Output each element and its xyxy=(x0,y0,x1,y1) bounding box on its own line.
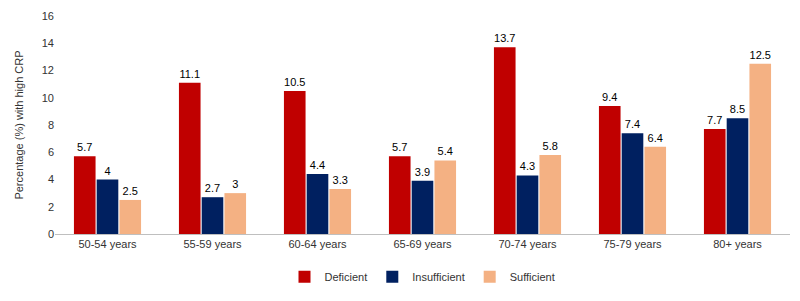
svg-text:10.5: 10.5 xyxy=(284,76,305,88)
svg-text:12: 12 xyxy=(42,64,54,76)
svg-text:Deficient: Deficient xyxy=(325,271,368,283)
svg-text:9.4: 9.4 xyxy=(602,91,617,103)
svg-text:3.9: 3.9 xyxy=(415,166,430,178)
svg-text:Insufficient: Insufficient xyxy=(412,271,464,283)
svg-text:7.4: 7.4 xyxy=(625,118,640,130)
svg-text:75-79 years: 75-79 years xyxy=(603,238,662,250)
svg-text:13.7: 13.7 xyxy=(494,32,515,44)
svg-text:3: 3 xyxy=(232,178,238,190)
svg-text:14: 14 xyxy=(42,37,54,49)
svg-text:11.1: 11.1 xyxy=(179,68,200,80)
svg-text:5.8: 5.8 xyxy=(543,140,558,152)
svg-text:55-59 years: 55-59 years xyxy=(183,238,242,250)
svg-text:5.4: 5.4 xyxy=(438,145,453,157)
svg-text:2.7: 2.7 xyxy=(205,182,220,194)
svg-text:60-64 years: 60-64 years xyxy=(288,238,347,250)
svg-text:10: 10 xyxy=(42,92,54,104)
svg-text:6.4: 6.4 xyxy=(648,132,663,144)
svg-text:Sufficient: Sufficient xyxy=(510,271,555,283)
svg-text:8.5: 8.5 xyxy=(730,103,745,115)
svg-text:7.7: 7.7 xyxy=(707,114,722,126)
svg-text:50-54 years: 50-54 years xyxy=(78,238,137,250)
svg-text:2.5: 2.5 xyxy=(123,185,138,197)
svg-text:16: 16 xyxy=(42,10,54,22)
svg-text:65-69 years: 65-69 years xyxy=(393,238,452,250)
svg-text:2: 2 xyxy=(48,201,54,213)
svg-text:80+ years: 80+ years xyxy=(713,238,762,250)
svg-text:5.7: 5.7 xyxy=(392,141,407,153)
svg-text:12.5: 12.5 xyxy=(750,49,771,61)
svg-text:4.4: 4.4 xyxy=(310,159,325,171)
svg-text:8: 8 xyxy=(48,119,54,131)
svg-text:4: 4 xyxy=(104,165,110,177)
svg-text:4: 4 xyxy=(48,173,54,185)
svg-text:3.3: 3.3 xyxy=(333,174,348,186)
svg-text:70-74 years: 70-74 years xyxy=(498,238,557,250)
svg-text:6: 6 xyxy=(48,146,54,158)
svg-text:Percentage (%) with high CRP: Percentage (%) with high CRP xyxy=(13,50,25,199)
svg-text:5.7: 5.7 xyxy=(77,141,92,153)
svg-text:4.3: 4.3 xyxy=(520,160,535,172)
svg-text:0: 0 xyxy=(48,228,54,240)
